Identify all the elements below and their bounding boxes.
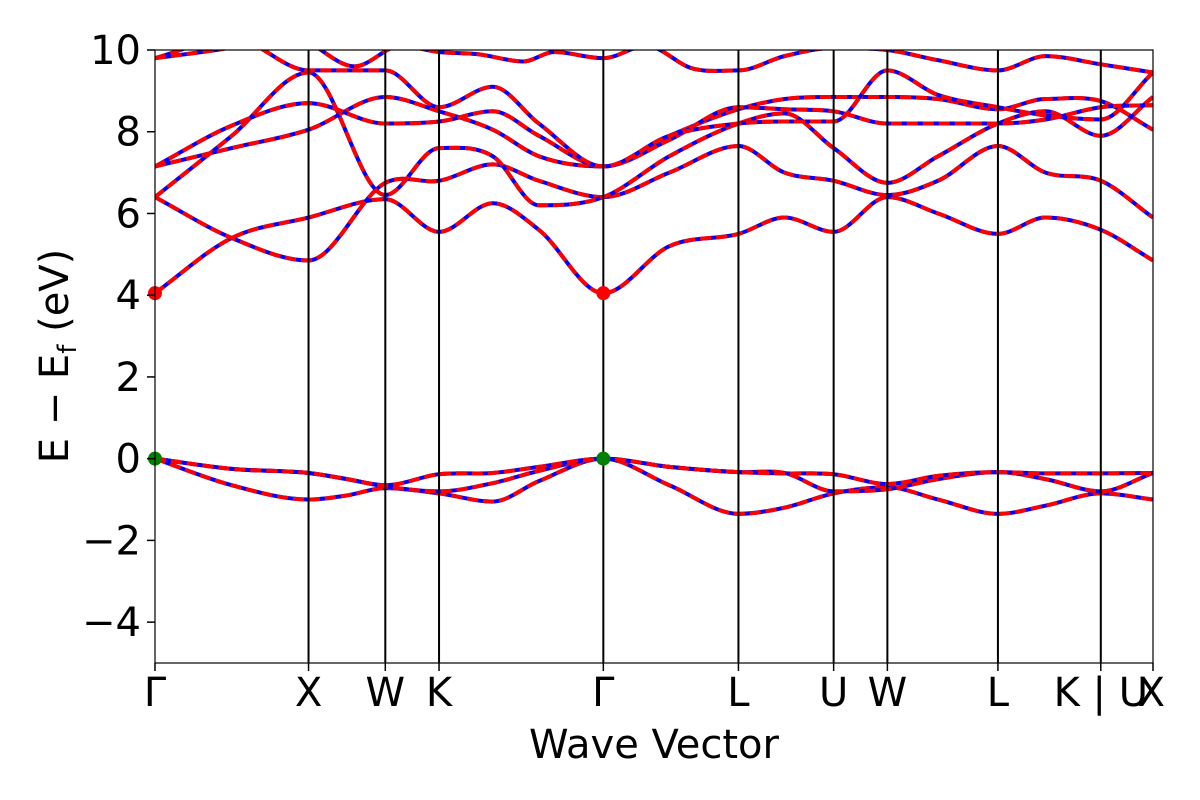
ytick-label-2: −2 (82, 518, 141, 564)
xtick-label-1: Γ (144, 670, 167, 716)
y-axis-title: E − Ef (eV) (32, 249, 83, 464)
ytick-label-3: 0 (116, 437, 141, 483)
xtick-label-9: L (987, 670, 1010, 716)
ytick-label-8: 10 (90, 28, 141, 74)
cbm-marker-2 (596, 286, 611, 301)
xtick-label-2: X (295, 670, 322, 716)
xtick-label-5: Γ (592, 670, 615, 716)
y-axis-title-subscript: f (53, 344, 83, 354)
plot-area (148, 49, 1154, 664)
xtick-label-3: W (366, 670, 406, 716)
band-10-line (155, 50, 1153, 75)
y-axis-title-unit: (eV) (32, 249, 78, 345)
ytick-label-7: 8 (116, 110, 141, 156)
ytick-label-1: −4 (82, 600, 141, 646)
ytick-label-6: 6 (116, 191, 141, 237)
xtick-label-11: X (1138, 670, 1165, 716)
y-axis-title-main: E − E (32, 354, 78, 464)
xtick-label-10: K | U (1054, 670, 1148, 716)
x-axis-title: Wave Vector (529, 722, 780, 768)
plot-background (155, 50, 1153, 663)
y-axis-ticks: −4 −2 0 2 4 6 8 10 (82, 28, 155, 646)
ytick-label-5: 4 (116, 273, 141, 319)
band-1-line (155, 456, 1153, 516)
kpath-lines (307, 50, 1102, 663)
xtick-label-7: U (819, 670, 848, 716)
vbm-marker-4 (596, 451, 611, 466)
xtick-label-6: L (727, 670, 750, 716)
plot-frame (154, 49, 1154, 664)
xtick-label-4: K (426, 670, 454, 716)
xtick-label-8: W (868, 670, 908, 716)
ytick-label-4: 2 (116, 355, 141, 401)
